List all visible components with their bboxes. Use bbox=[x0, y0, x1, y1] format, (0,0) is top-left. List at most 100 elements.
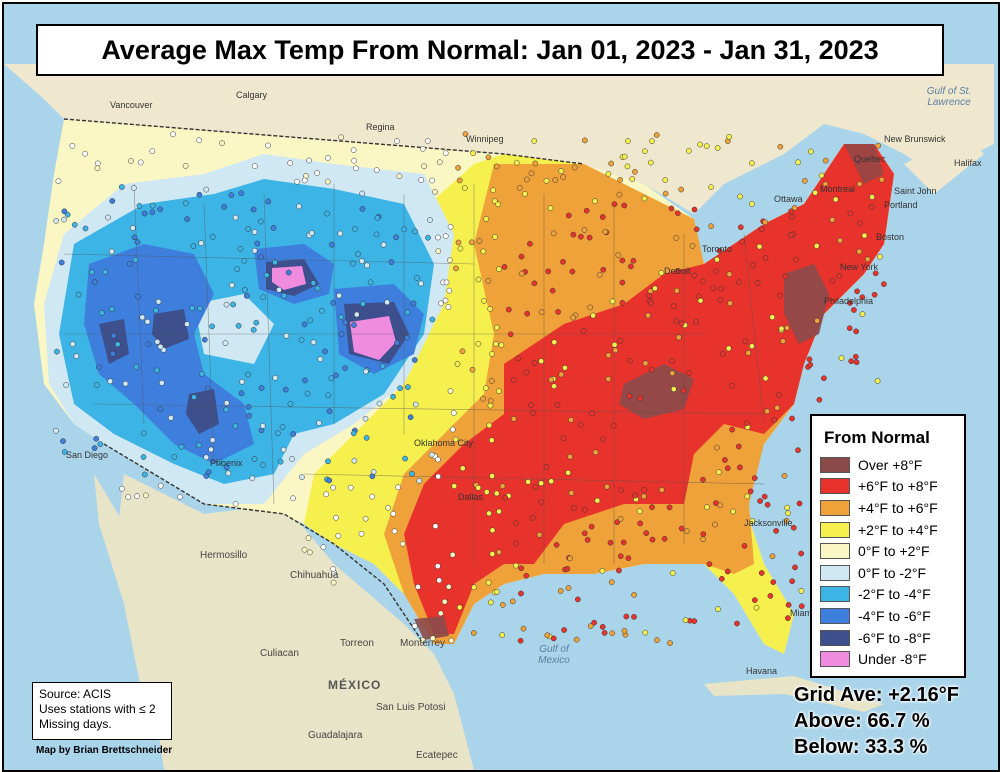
station-dot bbox=[249, 475, 256, 482]
station-dots bbox=[53, 131, 887, 646]
station-dot bbox=[483, 216, 490, 222]
city-label: Miami bbox=[790, 608, 814, 618]
station-dot bbox=[713, 268, 720, 275]
station-dot bbox=[177, 494, 183, 500]
station-dot bbox=[549, 287, 556, 294]
station-dot bbox=[353, 165, 359, 172]
station-dot bbox=[73, 353, 80, 360]
station-dot bbox=[589, 410, 596, 417]
station-dot bbox=[847, 210, 854, 217]
map-title: Average Max Temp From Normal: Jan 01, 20… bbox=[36, 24, 944, 76]
city-label: Quebec bbox=[854, 154, 886, 164]
station-dot bbox=[232, 214, 239, 221]
city-label: Portland bbox=[884, 200, 918, 210]
station-dot bbox=[621, 153, 628, 160]
station-dot bbox=[649, 504, 655, 511]
station-dot bbox=[778, 325, 785, 332]
station-dot bbox=[631, 592, 637, 598]
station-dot bbox=[793, 256, 800, 263]
legend-swatch bbox=[820, 629, 850, 646]
station-dot bbox=[584, 537, 591, 543]
station-dot bbox=[691, 272, 698, 279]
station-dot bbox=[532, 484, 539, 490]
station-dot bbox=[630, 257, 637, 264]
station-dot bbox=[455, 164, 461, 171]
station-dot bbox=[592, 449, 599, 456]
station-dot bbox=[637, 395, 644, 401]
station-dot bbox=[700, 536, 706, 542]
station-dot bbox=[749, 518, 756, 524]
station-dot bbox=[223, 301, 230, 308]
station-dot bbox=[119, 485, 125, 492]
station-dot bbox=[480, 248, 487, 255]
city-label: Monterrey bbox=[400, 638, 446, 649]
station-dot bbox=[812, 189, 819, 196]
station-dot bbox=[749, 343, 755, 350]
station-dot bbox=[619, 299, 626, 306]
station-dot bbox=[770, 579, 777, 585]
station-dot bbox=[437, 610, 444, 617]
station-dot bbox=[626, 393, 633, 399]
station-dot bbox=[434, 563, 441, 569]
station-dot bbox=[283, 332, 290, 339]
zone-over8-me bbox=[844, 144, 884, 184]
station-dot bbox=[154, 338, 161, 345]
station-dot bbox=[583, 207, 590, 214]
station-dot bbox=[712, 521, 718, 528]
city-label: Havana bbox=[746, 666, 778, 676]
station-dot bbox=[511, 416, 517, 422]
station-dot bbox=[608, 160, 615, 167]
station-dot bbox=[230, 301, 236, 308]
city-label: Boston bbox=[876, 232, 905, 242]
station-dot bbox=[737, 193, 744, 200]
station-dot bbox=[816, 396, 823, 403]
station-dot bbox=[178, 443, 185, 450]
station-dot bbox=[133, 364, 140, 370]
station-dot bbox=[615, 252, 622, 258]
maritimes-land bbox=[904, 134, 984, 194]
station-dot bbox=[475, 484, 482, 491]
station-dot bbox=[604, 483, 610, 490]
station-dot bbox=[412, 401, 419, 408]
station-dot bbox=[611, 201, 618, 207]
us-mexico-border bbox=[103, 443, 425, 645]
station-dot bbox=[272, 259, 278, 266]
station-dot bbox=[528, 402, 534, 409]
station-dot bbox=[513, 159, 520, 166]
station-dot bbox=[757, 498, 763, 504]
station-dot bbox=[94, 165, 101, 172]
station-dot bbox=[617, 337, 624, 344]
station-dot bbox=[716, 247, 723, 254]
station-dot bbox=[730, 508, 736, 515]
station-dot bbox=[126, 260, 133, 267]
city-label: Jacksonville bbox=[744, 518, 793, 528]
station-dot bbox=[450, 410, 457, 416]
station-dot bbox=[640, 493, 647, 500]
station-dot bbox=[617, 515, 624, 522]
station-dot bbox=[776, 392, 782, 398]
station-dot bbox=[418, 177, 425, 183]
station-dot bbox=[536, 531, 543, 538]
station-dot bbox=[529, 515, 536, 521]
station-dot bbox=[493, 163, 500, 170]
station-dot bbox=[328, 375, 335, 382]
station-dot bbox=[245, 404, 252, 410]
station-dot bbox=[678, 186, 685, 193]
station-dot bbox=[612, 347, 619, 354]
station-dot bbox=[499, 602, 506, 608]
station-dot bbox=[489, 473, 495, 479]
station-dot bbox=[538, 309, 545, 316]
station-dot bbox=[359, 206, 366, 212]
station-dot bbox=[435, 234, 441, 241]
station-dot bbox=[245, 226, 252, 232]
station-dot bbox=[686, 370, 692, 376]
station-dot bbox=[469, 366, 476, 373]
station-dot bbox=[587, 623, 594, 629]
zone-under8-mt bbox=[272, 266, 306, 290]
station-dot bbox=[325, 155, 331, 161]
station-dot bbox=[814, 317, 820, 324]
station-dot bbox=[678, 320, 685, 327]
station-dot bbox=[496, 266, 502, 273]
station-dot bbox=[489, 551, 496, 557]
station-dot bbox=[330, 484, 337, 491]
